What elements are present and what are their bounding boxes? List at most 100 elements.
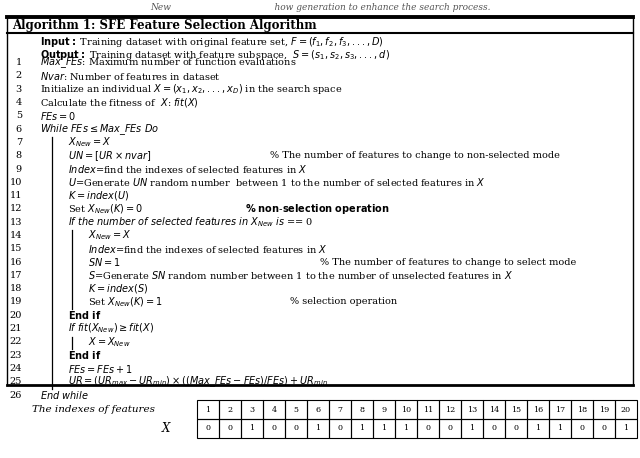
Text: $\mathit{If}$ $fit(X_{New}) \geq fit(X)$: $\mathit{If}$ $fit(X_{New}) \geq fit(X)$ (68, 322, 154, 335)
Text: 1: 1 (536, 425, 541, 432)
Text: 1: 1 (16, 58, 22, 67)
Text: 4: 4 (16, 98, 22, 107)
Bar (373, 419, 395, 438)
Text: 14: 14 (10, 231, 22, 240)
Text: 10: 10 (401, 405, 411, 414)
Text: $U$=Generate $UN$ random number  between 1 to the number of selected features in: $U$=Generate $UN$ random number between … (68, 176, 486, 188)
Bar (219, 400, 241, 419)
Bar (549, 400, 571, 419)
Bar (241, 400, 263, 419)
Text: New                                    how generation to enhance the search proc: New how generation to enhance the search… (150, 2, 490, 11)
Text: % selection operation: % selection operation (290, 298, 397, 306)
Bar (549, 419, 571, 438)
Text: $Max\_FEs$: Maximum number of function evaluations: $Max\_FEs$: Maximum number of function e… (40, 55, 296, 70)
Text: $Index$=find the indexes of selected features in $X$: $Index$=find the indexes of selected fea… (88, 243, 328, 255)
Text: 0: 0 (205, 425, 211, 432)
Text: 21: 21 (10, 324, 22, 333)
Bar (329, 400, 351, 419)
Text: 20: 20 (10, 311, 22, 320)
Bar (197, 400, 219, 419)
Text: % The number of features to change to select mode: % The number of features to change to se… (320, 257, 576, 267)
Text: $FEs = 0$: $FEs = 0$ (40, 110, 76, 122)
Text: Initialize an individual $X = (x_1, x_2, ..., x_D)$ in the search space: Initialize an individual $X = (x_1, x_2,… (40, 82, 342, 96)
Text: X: X (162, 422, 170, 435)
Text: $FEs = FEs + 1$: $FEs = FEs + 1$ (68, 362, 133, 375)
Text: $\bf{\%\ non\text{-}selection\ operation}$: $\bf{\%\ non\text{-}selection\ operation… (245, 202, 390, 216)
Text: 16: 16 (533, 405, 543, 414)
Text: 18: 18 (577, 405, 587, 414)
Text: 0: 0 (513, 425, 518, 432)
Bar (307, 400, 329, 419)
Text: 6: 6 (16, 125, 22, 134)
Text: 19: 19 (599, 405, 609, 414)
Text: 1: 1 (316, 425, 321, 432)
Text: $K = index(S)$: $K = index(S)$ (88, 282, 148, 295)
Text: $UR = (UR_{max} - UR_{min}) \times ((Max\_FEs - FEs)/FEs) + UR_{min}$: $UR = (UR_{max} - UR_{min}) \times ((Max… (68, 374, 328, 389)
Bar (571, 419, 593, 438)
Text: $Nvar$: Number of features in dataset: $Nvar$: Number of features in dataset (40, 70, 221, 82)
Text: $\mathbf{End\ if}$: $\mathbf{End\ if}$ (68, 309, 101, 322)
Text: The indexes of features: The indexes of features (32, 405, 155, 414)
Text: 5: 5 (16, 111, 22, 120)
Bar (461, 400, 483, 419)
Bar (351, 400, 373, 419)
Bar (417, 400, 439, 419)
Text: 12: 12 (445, 405, 455, 414)
Bar (373, 400, 395, 419)
Text: 1: 1 (205, 405, 211, 414)
Text: $X = X_{New}$: $X = X_{New}$ (88, 335, 131, 349)
Text: $SN = 1$: $SN = 1$ (88, 256, 121, 268)
Bar (483, 400, 505, 419)
Text: Calculate the fitness of  $X$: $fit(X)$: Calculate the fitness of $X$: $fit(X)$ (40, 96, 199, 109)
Bar (483, 419, 505, 438)
Text: 9: 9 (16, 164, 22, 174)
Bar (263, 400, 285, 419)
Text: 0: 0 (337, 425, 342, 432)
Text: 8: 8 (360, 405, 365, 414)
Text: $Index$=find the indexes of selected features in $X$: $Index$=find the indexes of selected fea… (68, 163, 307, 175)
Text: 3: 3 (16, 85, 22, 94)
Text: Set $X_{New}(K) = 1$: Set $X_{New}(K) = 1$ (88, 295, 163, 309)
Bar (219, 419, 241, 438)
Text: 1: 1 (623, 425, 628, 432)
Text: 0: 0 (492, 425, 497, 432)
Text: 1: 1 (360, 425, 365, 432)
Text: 5: 5 (294, 405, 298, 414)
Text: 11: 11 (423, 405, 433, 414)
Bar (263, 419, 285, 438)
Bar (351, 419, 373, 438)
Text: $\mathit{While}$ $FEs \leq Max\_FEs$ $\mathit{Do}$: $\mathit{While}$ $FEs \leq Max\_FEs$ $\m… (40, 122, 159, 136)
Text: Set $X_{New}(K) = 0$: Set $X_{New}(K) = 0$ (68, 202, 143, 216)
Text: 0: 0 (294, 425, 298, 432)
Text: 14: 14 (489, 405, 499, 414)
Text: 1: 1 (250, 425, 255, 432)
Text: 22: 22 (10, 338, 22, 346)
Bar (571, 400, 593, 419)
Text: 15: 15 (10, 244, 22, 253)
Text: 1: 1 (469, 425, 475, 432)
Text: 8: 8 (16, 151, 22, 160)
Text: 0: 0 (227, 425, 232, 432)
Bar (439, 400, 461, 419)
Text: 3: 3 (250, 405, 255, 414)
Text: $X_{New} = X$: $X_{New} = X$ (68, 136, 111, 149)
Text: 13: 13 (10, 218, 22, 227)
Text: 0: 0 (602, 425, 607, 432)
Text: 20: 20 (621, 405, 631, 414)
Text: 12: 12 (10, 204, 22, 213)
Text: $S$=Generate $SN$ random number between 1 to the number of unselected features i: $S$=Generate $SN$ random number between … (88, 269, 513, 281)
Text: 2: 2 (16, 71, 22, 81)
Bar (527, 400, 549, 419)
Text: 0: 0 (579, 425, 584, 432)
Text: % The number of features to change to non-selected mode: % The number of features to change to no… (270, 151, 560, 160)
Bar (417, 419, 439, 438)
Text: 11: 11 (10, 191, 22, 200)
Text: $K = index(U)$: $K = index(U)$ (68, 189, 129, 202)
Text: 26: 26 (10, 391, 22, 399)
Text: 6: 6 (316, 405, 321, 414)
Bar (505, 400, 527, 419)
Text: $\mathbf{Output:}$ Training dataset with feature subspace,  $S = (s_1, s_2, s_3,: $\mathbf{Output:}$ Training dataset with… (40, 48, 390, 62)
Text: 0: 0 (426, 425, 431, 432)
Text: 1: 1 (381, 425, 387, 432)
Text: 23: 23 (10, 351, 22, 360)
